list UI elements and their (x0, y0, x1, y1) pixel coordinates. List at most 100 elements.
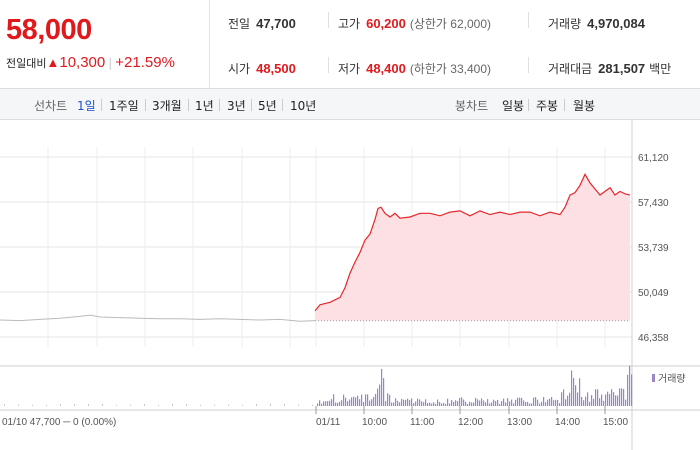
lower-limit: (하한가 33,400) (409, 62, 492, 76)
volume-bar (317, 403, 319, 406)
low: 저가 48,400 (하한가 33,400) (338, 60, 491, 77)
volume-bar (531, 403, 533, 406)
volume-bar-prev (312, 404, 313, 406)
volume-bar (601, 394, 603, 406)
volume-bar (431, 403, 433, 406)
volume-bar (471, 402, 473, 406)
volume-bar (507, 398, 509, 406)
volume: 거래량 4,970,084 (548, 15, 645, 32)
volume-bar-prev (256, 403, 257, 406)
volume-bar (627, 374, 629, 406)
volume-bar (359, 399, 361, 406)
volume-bar (483, 400, 485, 406)
change-value: 10,300 (59, 54, 106, 71)
volume-bar (407, 398, 409, 406)
volume-bar (377, 388, 379, 406)
tab-monthly-candle[interactable]: 월봉 (573, 99, 596, 113)
open: 시가 48,500 (228, 60, 296, 77)
volume-bar (373, 396, 375, 406)
volume-bar (545, 402, 547, 406)
x-tick-label: 12:00 (458, 417, 483, 428)
volume-bar (461, 397, 463, 406)
volume-bar (445, 403, 447, 406)
tab-daily-candle[interactable]: 일봉 (502, 99, 525, 113)
turnover-label: 거래대금 (548, 62, 593, 76)
volume-bar (451, 400, 453, 406)
volume-bar (535, 397, 537, 406)
turnover-unit: 백만 (649, 62, 672, 76)
volume-bar (609, 394, 611, 406)
volume-bar (553, 400, 555, 406)
volume-bar (599, 398, 601, 406)
volume-bar (329, 400, 331, 406)
volume-bar (417, 398, 419, 406)
volume-bar (527, 401, 529, 406)
y-tick-label: 46,358 (638, 333, 669, 344)
volume-bar (547, 399, 549, 406)
volume-bar (565, 399, 567, 406)
volume-bar (533, 397, 535, 406)
tab-weekly-candle[interactable]: 주봉 (536, 99, 559, 113)
volume-bar (331, 399, 333, 406)
high: 고가 60,200 (상한가 62,000) (338, 15, 491, 32)
tab-1d[interactable]: 1일 (77, 99, 96, 113)
x-tick-label: 10:00 (362, 417, 387, 428)
prev-close-label: 전일 (228, 17, 251, 31)
volume-bar (623, 388, 625, 406)
volume-bar-prev (74, 403, 75, 406)
x-tick-label: 15:00 (603, 417, 628, 428)
volume-bar (325, 401, 327, 406)
x-tick-label: 11:00 (410, 417, 435, 428)
divider (328, 12, 329, 28)
volume-bar (555, 399, 557, 406)
volume-bar (505, 402, 507, 406)
prev-day-label: 01/10 47,700 ─ 0 (0.00%) (2, 417, 116, 428)
volume-bar (499, 403, 501, 406)
y-tick-label: 57,430 (638, 198, 669, 209)
volume-bar (563, 389, 565, 406)
volume-bar (583, 400, 585, 406)
tab-3y[interactable]: 3년 (227, 99, 246, 113)
volume-bar (597, 389, 599, 406)
volume-bar (595, 389, 597, 406)
volume-bar (519, 397, 521, 406)
y-tick-label: 53,739 (638, 243, 669, 254)
volume-bar (541, 401, 543, 406)
volume-bar (467, 403, 469, 406)
volume-bar (345, 397, 347, 406)
volume-bar (403, 399, 405, 406)
tab-10y[interactable]: 10년 (290, 99, 317, 113)
volume-bar-prev (18, 404, 19, 406)
volume-bar (579, 378, 581, 406)
volume-bar-prev (46, 404, 47, 406)
volume-bar (421, 401, 423, 406)
volume-bar (441, 403, 443, 406)
volume-bar (367, 394, 369, 406)
tab-1w[interactable]: 1주일 (109, 99, 139, 113)
volume-bar (615, 395, 617, 406)
volume-bar (495, 400, 497, 406)
volume-bar (443, 402, 445, 406)
turnover: 거래대금 281,507 백만 (548, 60, 671, 77)
divider (251, 99, 252, 111)
divider (101, 99, 102, 111)
volume-bar-prev (130, 404, 131, 406)
divider (528, 12, 529, 28)
x-tick-label: 01/11 (316, 417, 341, 428)
tab-5y[interactable]: 5년 (258, 99, 277, 113)
volume-bar (413, 403, 415, 406)
volume-bar (557, 399, 559, 406)
divider (188, 99, 189, 111)
volume-bar (401, 398, 403, 406)
volume-bar (537, 399, 539, 406)
volume-bar (497, 400, 499, 406)
volume-bar (365, 394, 367, 406)
volume-bar (463, 399, 465, 406)
tab-3m[interactable]: 3개월 (152, 99, 182, 113)
volume-bar (393, 402, 395, 406)
volume-bar (435, 403, 437, 406)
tab-1y[interactable]: 1년 (195, 99, 214, 113)
volume-bar (477, 399, 479, 406)
volume-bar (621, 388, 623, 406)
current-price: 58,000 (6, 14, 92, 46)
